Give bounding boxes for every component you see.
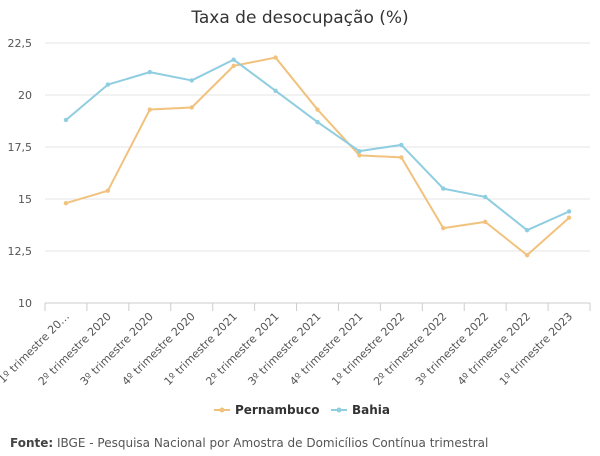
data-point: [189, 78, 194, 83]
x-tick-label: 2º trimestre 2020: [36, 310, 114, 388]
x-tick-label: 1º trimestre 2022: [329, 310, 407, 388]
data-point: [189, 105, 194, 110]
y-tick-label: 20: [18, 89, 32, 102]
series-bahia: [63, 57, 572, 233]
legend: Pernambuco Bahia: [214, 403, 390, 417]
chart-container: Taxa de desocupação (%) 10 12,5 15 17,5 20 22…: [0, 8, 591, 417]
data-point: [566, 209, 572, 214]
y-tick-label: 15: [18, 193, 32, 206]
data-point: [63, 117, 69, 123]
data-point: [399, 142, 404, 148]
line-chart: Taxa de desocupação (%) 10 12,5 15 17,5 20 22…: [0, 8, 591, 417]
x-tick-label: 2º trimestre 2021: [203, 310, 281, 388]
legend-marker-icon: [219, 407, 225, 413]
data-point: [524, 252, 530, 258]
data-point: [357, 148, 362, 154]
x-tick-label: 2º trimestre 2022: [371, 310, 449, 388]
data-point: [147, 107, 153, 112]
x-tick-label: 4º trimestre 2022: [455, 310, 533, 388]
y-axis: 10 12,5 15 17,5 20 22,5: [8, 37, 33, 310]
y-tick-label: 22,5: [8, 37, 33, 50]
data-point: [105, 82, 111, 87]
data-point: [357, 153, 362, 158]
source-label: Fonte:: [10, 436, 54, 450]
data-point: [273, 55, 278, 60]
series-line: [64, 58, 571, 232]
data-point: [231, 57, 236, 62]
series-group: [63, 55, 572, 258]
grid-lines: [45, 42, 590, 304]
data-point: [315, 119, 320, 125]
data-point: [566, 215, 572, 220]
y-tick-label: 17,5: [8, 141, 33, 154]
data-point: [482, 219, 488, 225]
x-tick-label: 1º trimestre 2023: [497, 310, 575, 388]
series-pernambuco: [63, 55, 572, 258]
x-tick-label: 3º trimestre 2022: [413, 310, 491, 388]
x-tick-label: 3º trimestre 2021: [245, 310, 323, 388]
data-point: [105, 188, 111, 193]
data-point: [147, 69, 153, 75]
data-point: [441, 186, 446, 191]
x-tick-label: 4º trimestre 2020: [120, 310, 198, 388]
x-tick-label: 3º trimestre 2020: [78, 310, 156, 388]
y-tick-label: 10: [18, 297, 32, 310]
y-tick-label: 12,5: [8, 245, 33, 258]
data-point: [231, 63, 236, 69]
data-point: [273, 88, 278, 94]
legend-label: Pernambuco: [235, 403, 320, 417]
source-text: IBGE - Pesquisa Nacional por Amostra de …: [57, 436, 489, 450]
x-tick-label: 4º trimestre 2021: [287, 310, 365, 388]
data-point: [315, 107, 320, 112]
data-point: [524, 228, 530, 233]
x-tick-label: 1º trimestre 20…: [0, 310, 72, 386]
legend-marker-icon: [336, 407, 342, 413]
source-note: Fonte: IBGE - Pesquisa Nacional por Amos…: [10, 436, 488, 450]
chart-title: Taxa de desocupação (%): [190, 8, 408, 28]
legend-item-pernambuco[interactable]: Pernambuco: [214, 403, 320, 417]
legend-item-bahia[interactable]: Bahia: [331, 403, 390, 417]
data-point: [482, 194, 488, 200]
data-point: [63, 200, 69, 206]
series-line: [64, 56, 571, 257]
legend-label: Bahia: [352, 403, 390, 417]
data-point: [441, 225, 446, 231]
x-tick-label: 1º trimestre 2021: [162, 310, 240, 388]
data-point: [399, 155, 404, 160]
